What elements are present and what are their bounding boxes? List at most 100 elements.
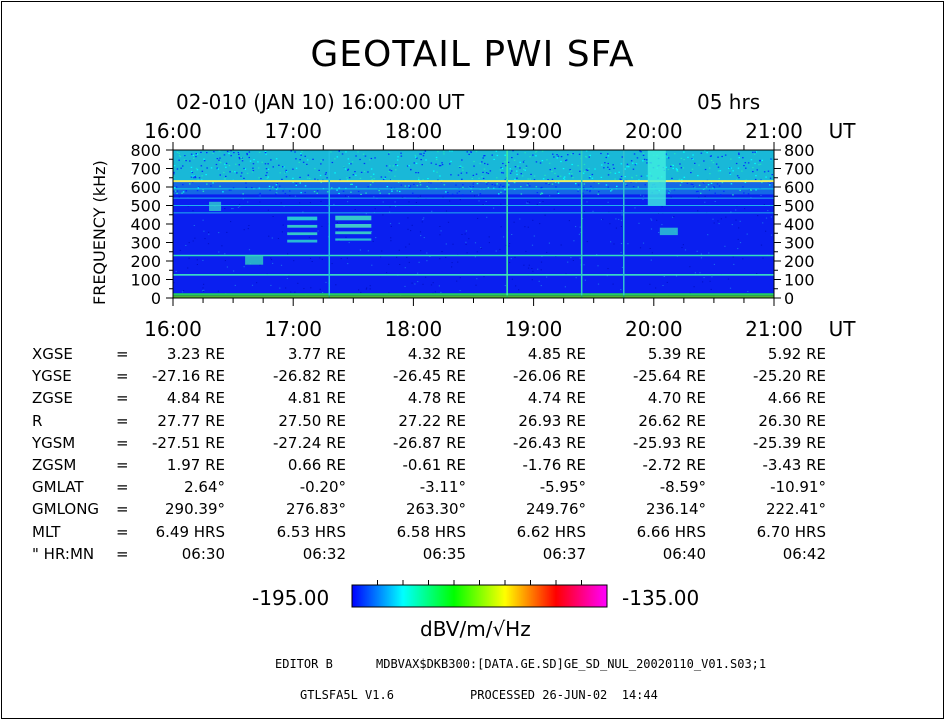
noise-speckle bbox=[500, 203, 502, 205]
noise-speckle bbox=[731, 224, 733, 226]
noise-speckle bbox=[620, 289, 622, 291]
noise-speckle bbox=[279, 172, 281, 174]
noise-speckle bbox=[439, 234, 441, 236]
noise-speckle bbox=[553, 208, 555, 210]
noise-speckle bbox=[714, 201, 716, 202]
noise-speckle bbox=[275, 158, 278, 160]
noise-speckle bbox=[408, 185, 410, 187]
noise-speckle bbox=[404, 285, 406, 287]
noise-speckle bbox=[173, 282, 175, 284]
noise-speckle bbox=[425, 159, 427, 161]
noise-speckle bbox=[367, 171, 369, 173]
noise-speckle bbox=[613, 167, 615, 169]
y-tick-label-right: 200 bbox=[784, 252, 815, 271]
noise-speckle bbox=[173, 176, 175, 179]
noise-speckle bbox=[224, 253, 226, 255]
noise-speckle bbox=[174, 187, 176, 189]
x-tick-label-bottom: 16:00 bbox=[144, 317, 202, 341]
noise-speckle bbox=[535, 150, 538, 152]
noise-speckle bbox=[468, 153, 470, 155]
noise-speckle bbox=[205, 174, 207, 176]
noise-speckle bbox=[224, 178, 227, 180]
noise-speckle bbox=[334, 158, 336, 160]
y-tick-label-right: 700 bbox=[784, 160, 815, 179]
noise-speckle bbox=[505, 244, 507, 246]
noise-speckle bbox=[395, 205, 397, 207]
noise-speckle bbox=[283, 166, 285, 168]
noise-speckle bbox=[408, 165, 410, 167]
x-tick-label-top: 21:00 bbox=[745, 119, 803, 143]
noise-speckle bbox=[396, 190, 399, 192]
noise-speckle bbox=[426, 252, 428, 254]
noise-speckle bbox=[459, 166, 461, 168]
noise-speckle bbox=[347, 168, 350, 170]
noise-speckle bbox=[627, 243, 629, 245]
noise-speckle bbox=[523, 168, 525, 170]
noise-speckle bbox=[762, 222, 764, 224]
noise-speckle bbox=[363, 170, 366, 173]
noise-speckle bbox=[466, 252, 468, 254]
noise-speckle bbox=[511, 170, 513, 172]
noise-speckle bbox=[428, 181, 430, 183]
noise-speckle bbox=[252, 170, 255, 172]
orbit-value: -27.51 RE bbox=[151, 433, 225, 452]
noise-speckle bbox=[292, 168, 294, 170]
noise-speckle bbox=[382, 179, 385, 181]
noise-speckle bbox=[672, 167, 674, 169]
noise-speckle bbox=[180, 167, 182, 169]
noise-speckle bbox=[406, 165, 409, 167]
noise-speckle bbox=[190, 166, 193, 168]
noise-speckle bbox=[739, 220, 741, 222]
noise-speckle bbox=[350, 183, 352, 185]
noise-speckle bbox=[422, 283, 424, 285]
noise-speckle bbox=[420, 153, 423, 155]
orbit-value: -0.61 RE bbox=[402, 456, 466, 474]
noise-speckle bbox=[605, 156, 607, 159]
orbit-value: 0.66 RE bbox=[287, 456, 346, 474]
noise-speckle bbox=[473, 160, 475, 163]
noise-speckle bbox=[597, 265, 599, 267]
noise-speckle bbox=[311, 261, 313, 262]
noise-speckle bbox=[763, 171, 766, 173]
noise-speckle bbox=[713, 222, 715, 224]
noise-speckle bbox=[248, 225, 250, 226]
noise-speckle bbox=[449, 200, 451, 202]
noise-speckle bbox=[699, 272, 701, 274]
noise-speckle bbox=[191, 175, 193, 177]
noise-speckle bbox=[230, 150, 232, 152]
noise-speckle bbox=[183, 290, 185, 292]
noise-speckle bbox=[589, 154, 591, 156]
noise-speckle bbox=[451, 266, 453, 268]
noise-speckle bbox=[233, 152, 235, 154]
noise-speckle bbox=[589, 176, 591, 178]
noise-speckle bbox=[609, 172, 612, 174]
noise-speckle bbox=[472, 174, 475, 176]
noise-speckle bbox=[423, 217, 425, 219]
noise-speckle bbox=[546, 251, 548, 253]
noise-speckle bbox=[336, 221, 338, 223]
noise-speckle bbox=[445, 256, 447, 258]
noise-speckle bbox=[588, 156, 590, 158]
noise-speckle bbox=[527, 226, 529, 228]
noise-speckle bbox=[346, 257, 348, 259]
noise-speckle bbox=[275, 192, 278, 194]
noise-speckle bbox=[609, 223, 611, 225]
noise-speckle bbox=[338, 187, 340, 189]
noise-speckle bbox=[514, 166, 517, 168]
noise-speckle bbox=[516, 173, 518, 176]
noise-speckle bbox=[384, 177, 386, 179]
noise-speckle bbox=[555, 255, 557, 257]
noise-speckle bbox=[213, 151, 215, 153]
noise-speckle bbox=[284, 172, 286, 174]
noise-speckle bbox=[194, 177, 197, 179]
noise-speckle bbox=[238, 164, 240, 166]
noise-speckle bbox=[482, 177, 485, 180]
noise-speckle bbox=[190, 153, 193, 155]
noise-speckle bbox=[713, 187, 716, 189]
noise-speckle bbox=[499, 184, 502, 186]
noise-speckle bbox=[682, 167, 685, 169]
noise-speckle bbox=[481, 161, 483, 163]
noise-speckle bbox=[771, 181, 773, 184]
noise-speckle bbox=[443, 151, 445, 153]
noise-speckle bbox=[178, 159, 180, 161]
